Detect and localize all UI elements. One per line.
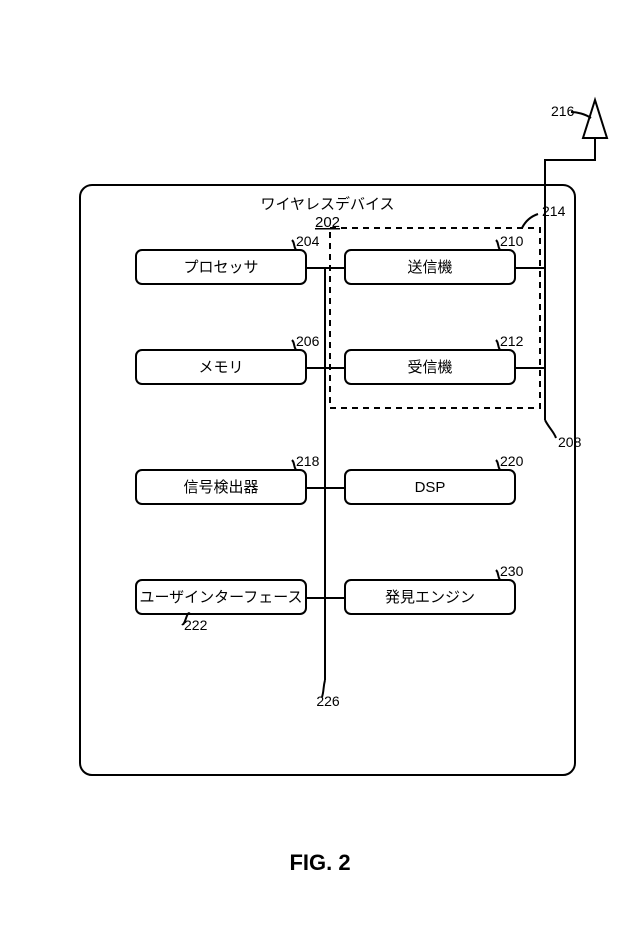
ref-216: 216 bbox=[551, 103, 575, 119]
block-dsp-label: DSP bbox=[415, 479, 446, 496]
ref-230: 230 bbox=[500, 563, 524, 579]
device-title: ワイヤレスデバイス bbox=[260, 195, 394, 213]
ref-212: 212 bbox=[500, 333, 524, 349]
block-discovery-label: 発見エンジン bbox=[385, 589, 475, 606]
ref-218: 218 bbox=[296, 453, 320, 469]
ref-220: 220 bbox=[500, 453, 524, 469]
wireless-device-box bbox=[80, 185, 575, 775]
block-memory-label: メモリ bbox=[198, 359, 243, 376]
block-ui-label: ユーザインターフェース bbox=[139, 589, 302, 606]
block-sigdet-label: 信号検出器 bbox=[183, 479, 258, 496]
ref-210: 210 bbox=[500, 233, 524, 249]
transceiver-group bbox=[330, 228, 540, 408]
figure-label: FIG. 2 bbox=[289, 850, 350, 875]
block-rx-label: 受信機 bbox=[407, 359, 452, 376]
ref-204: 204 bbox=[296, 233, 320, 249]
ref-222: 222 bbox=[184, 617, 208, 633]
block-tx-label: 送信機 bbox=[407, 259, 452, 276]
device-ref: 202 bbox=[315, 214, 340, 231]
block-processor-label: プロセッサ bbox=[183, 259, 258, 276]
antenna-feed bbox=[545, 138, 595, 420]
leader-208 bbox=[545, 420, 556, 438]
ref-206: 206 bbox=[296, 333, 320, 349]
leader-214 bbox=[522, 214, 538, 228]
ref-208: 208 bbox=[558, 434, 582, 450]
diagram-canvas: ワイヤレスデバイス202214226216208プロセッサ204メモリ206信号… bbox=[0, 0, 640, 949]
ref-226: 226 bbox=[316, 693, 340, 709]
antenna-icon bbox=[583, 100, 607, 138]
